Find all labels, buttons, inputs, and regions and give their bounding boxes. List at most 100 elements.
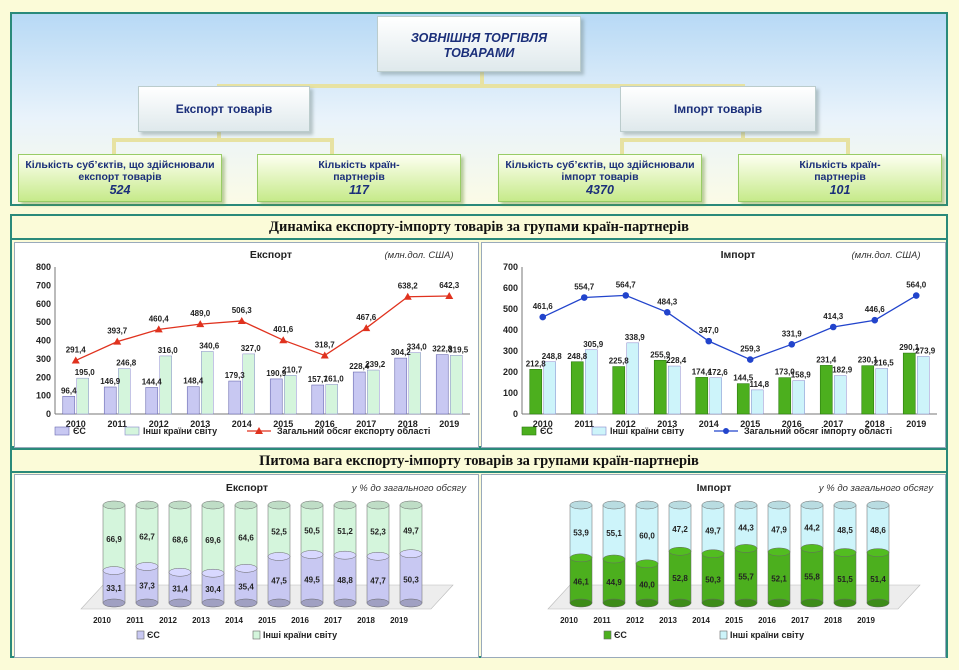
import-dyn-bar-eu <box>612 366 626 415</box>
import-dyn-label-other: 338,9 <box>625 333 646 342</box>
export-share-label-eu: 48,8 <box>337 576 353 585</box>
export-dyn-bar-eu <box>394 357 408 415</box>
export-partners-box: Кількість країн-партнерів 117 <box>257 154 461 202</box>
import-share-x-tick: 2018 <box>824 616 842 625</box>
import-share-label-eu: 51,4 <box>870 575 886 584</box>
export-dyn-x-tick: 2017 <box>356 419 376 429</box>
export-dyn-label-other: 246,8 <box>116 359 137 368</box>
import-dyn-bar-eu <box>902 352 916 415</box>
import-share-seg-eu-base <box>668 598 692 608</box>
export-share-seg-divider <box>102 566 126 575</box>
export-share-label-eu: 33,1 <box>106 584 122 593</box>
export-dyn-bar-other <box>201 351 214 415</box>
import-dyn-bar-eu <box>778 377 792 415</box>
export-dyn-x-tick: 2011 <box>107 419 127 429</box>
import-dyn-bar-other <box>543 361 556 415</box>
export-share-seg-divider <box>135 562 159 571</box>
import-dyn-bar-other <box>917 356 930 415</box>
export-dyn-bar-other <box>450 355 463 415</box>
import-dyn-y-tick: 700 <box>503 262 518 272</box>
import-dyn-total-line <box>542 294 917 361</box>
import-dyn-label-other: 228,4 <box>666 356 687 365</box>
import-dyn-x-tick: 2016 <box>782 419 802 429</box>
export-share-label-other: 52,5 <box>271 528 287 537</box>
import-dyn-legend-other-swatch <box>591 426 607 436</box>
export-dyn-total-point <box>113 337 122 345</box>
export-share-label-other: 51,2 <box>337 527 353 536</box>
import-share-label-eu: 52,8 <box>672 574 688 583</box>
export-dyn-bar-eu <box>145 387 159 415</box>
import-dyn-bar-other <box>626 342 639 415</box>
import-dyn-y-tick: 300 <box>503 346 518 356</box>
import-dyn-label-eu: 173,0 <box>775 368 796 377</box>
import-dyn-label-total: 564,7 <box>616 280 637 289</box>
import-dyn-total-point <box>912 292 920 299</box>
import-dyn-unit: (млн.дол. США) <box>852 250 921 261</box>
export-dyn-x-tick: 2016 <box>315 419 335 429</box>
import-share-seg-top <box>635 500 659 510</box>
import-label: Імпорт товарів <box>673 102 763 116</box>
trade-overview-panel: ЗОВНІШНЯ ТОРГІВЛЯ ТОВАРАМИ Експорт товар… <box>10 12 948 206</box>
import-dyn-legend-total-marker <box>723 428 729 434</box>
import-dyn-bar-eu <box>529 369 543 415</box>
import-share-seg-divider <box>602 554 626 564</box>
import-share-label-eu: 51,5 <box>837 575 853 584</box>
export-share-seg-eu-base <box>201 598 225 608</box>
export-dyn-bar-eu <box>228 380 242 415</box>
export-dyn-legend-total: Загальний обсяг експорту області <box>277 426 430 436</box>
export-share-seg-divider <box>300 550 324 559</box>
export-dyn-total-point <box>237 316 246 324</box>
export-partners-value: 117 <box>349 183 369 197</box>
export-dyn-legend-eu: ЄС <box>73 426 86 436</box>
import-share-seg-eu-base <box>800 598 824 608</box>
export-share-label-other: 49,7 <box>403 526 419 535</box>
import-share-legend-other-swatch <box>719 630 728 640</box>
export-dyn-bar-other <box>159 355 172 415</box>
import-dyn-bar-other <box>751 389 764 415</box>
import-share-legend-eu: ЄС <box>614 630 627 640</box>
export-dyn-y-tick: 500 <box>36 317 51 327</box>
import-share-label-other: 47,9 <box>771 525 787 534</box>
import-share-seg-eu-base <box>569 598 593 608</box>
import-dyn-label-total: 461,6 <box>533 302 554 311</box>
import-dyn-y-tick: 100 <box>503 388 518 398</box>
export-dyn-bar-other <box>118 368 131 415</box>
export-dyn-total-line <box>75 295 450 362</box>
export-share-unit: у % до загального обсягу <box>351 483 468 494</box>
export-dyn-label-other: 334,0 <box>407 343 428 352</box>
import-dyn-total-point <box>871 316 879 324</box>
trade-title: ЗОВНІШНЯ ТОРГІВЛЯ ТОВАРАМИ <box>410 31 548 60</box>
import-dyn-title: Імпорт <box>721 249 756 261</box>
export-dyn-legend-total-marker <box>255 427 263 434</box>
import-dyn-legend-eu-swatch <box>521 426 537 436</box>
export-share-x-tick: 2013 <box>192 616 210 625</box>
export-share-seg-eu-base <box>399 598 423 608</box>
export-dyn-total-point <box>445 291 454 299</box>
import-share-seg-divider <box>800 544 824 553</box>
export-dyn-total-point <box>279 336 288 344</box>
import-share-seg-eu-base <box>767 598 791 608</box>
import-dynamics-chart: 0 100 200 300 400 500 600 700 Імпорт (млн.дол. СШ… <box>503 249 937 436</box>
import-share-seg-top <box>866 500 890 510</box>
export-share-label-eu: 47,7 <box>370 577 386 586</box>
export-share-label-eu: 31,4 <box>172 585 188 594</box>
export-dyn-label-eu: 96,4 <box>61 386 77 395</box>
import-subjects-value: 4370 <box>586 183 614 197</box>
export-dyn-label-eu: 322,8 <box>432 345 453 354</box>
import-dyn-bar-eu <box>736 383 750 415</box>
import-dynamics-panel: 0 100 200 300 400 500 600 700 Імпорт (млн.дол. СШ… <box>481 242 946 448</box>
import-dyn-x-tick: 2019 <box>906 419 926 429</box>
import-dyn-label-other: 182,9 <box>832 366 853 375</box>
export-dyn-y-tick: 200 <box>36 372 51 382</box>
export-dyn-title: Експорт <box>250 249 292 261</box>
trade-title-box: ЗОВНІШНЯ ТОРГІВЛЯ ТОВАРАМИ <box>377 16 581 72</box>
export-dyn-label-other: 327,0 <box>241 344 262 353</box>
import-subjects-label: Кількість суб’єктів, що здійснювали імпо… <box>505 159 695 183</box>
export-share-seg-eu-base <box>168 598 192 608</box>
share-section: Питома вага експорту-імпорту товарів за … <box>10 448 948 658</box>
import-dyn-label-other: 305,9 <box>583 340 604 349</box>
import-dyn-label-eu: 255,9 <box>650 350 671 359</box>
export-dyn-label-total: 642,3 <box>439 281 460 290</box>
import-partners-label: Кількість країн-партнерів <box>799 159 881 183</box>
import-subjects-box: Кількість суб’єктів, що здійснювали імпо… <box>498 154 702 202</box>
